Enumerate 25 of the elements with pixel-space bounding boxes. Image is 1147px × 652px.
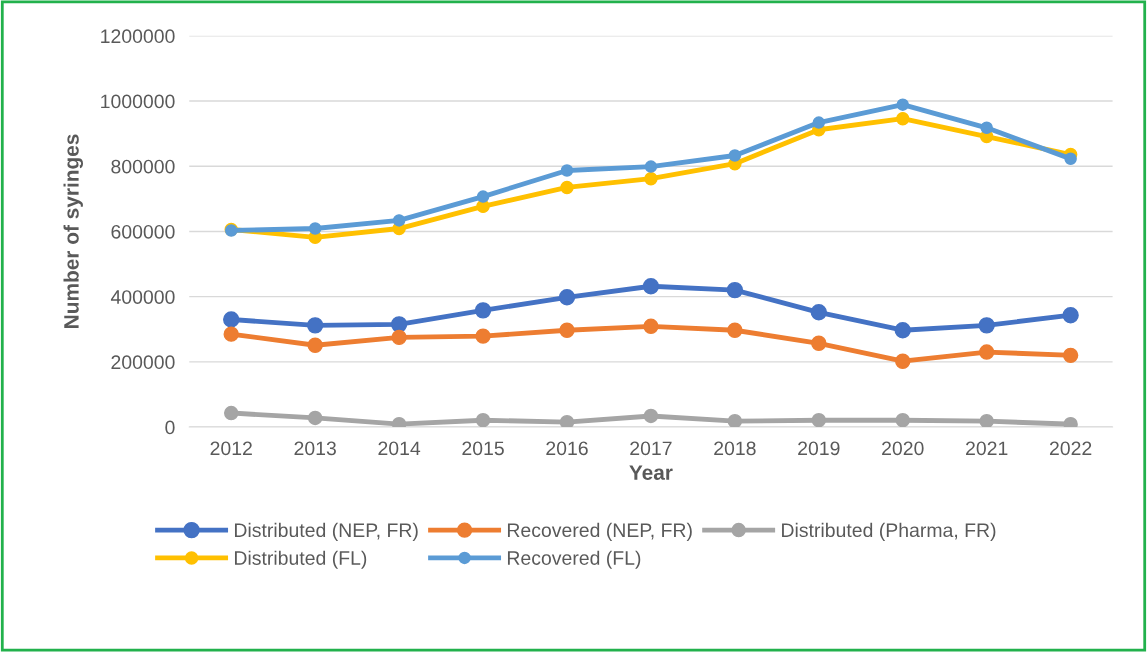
y-tick-label: 1000000 bbox=[101, 94, 175, 109]
x-tick-label: 2021 bbox=[966, 441, 1008, 456]
x-tick-label: 2014 bbox=[378, 441, 421, 456]
legend-label: Recovered (FL) bbox=[507, 550, 641, 569]
x-tick-label: 2022 bbox=[1049, 441, 1092, 456]
y-tick-label: 200000 bbox=[111, 355, 175, 370]
y-tick-label: 400000 bbox=[110, 290, 175, 304]
x-tick-label: 2019 bbox=[798, 441, 840, 456]
legend-label: Distributed (Pharma, FR) bbox=[782, 522, 996, 541]
x-tick-label: 2016 bbox=[546, 441, 588, 456]
x-tick-label: 2012 bbox=[210, 441, 252, 456]
x-tick-label: 2020 bbox=[882, 441, 924, 456]
y-tick-label: 600000 bbox=[111, 224, 175, 239]
x-axis-title: Year bbox=[629, 465, 673, 480]
legend-label: Distributed (NEP, FR) bbox=[234, 522, 418, 541]
y-tick-label: 800000 bbox=[111, 159, 175, 174]
y-axis-title: Number of syringes bbox=[63, 134, 84, 328]
x-tick-label: 2018 bbox=[714, 441, 756, 456]
y-tick-label: 0 bbox=[165, 420, 175, 435]
x-tick-label: 2017 bbox=[630, 441, 672, 456]
x-tick-label: 2013 bbox=[294, 441, 336, 456]
legend-label: Recovered (NEP, FR) bbox=[507, 522, 692, 541]
legend-label: Distributed (FL) bbox=[234, 550, 367, 569]
y-tick-label: 1200000 bbox=[101, 29, 175, 44]
x-tick-label: 2015 bbox=[462, 441, 504, 456]
